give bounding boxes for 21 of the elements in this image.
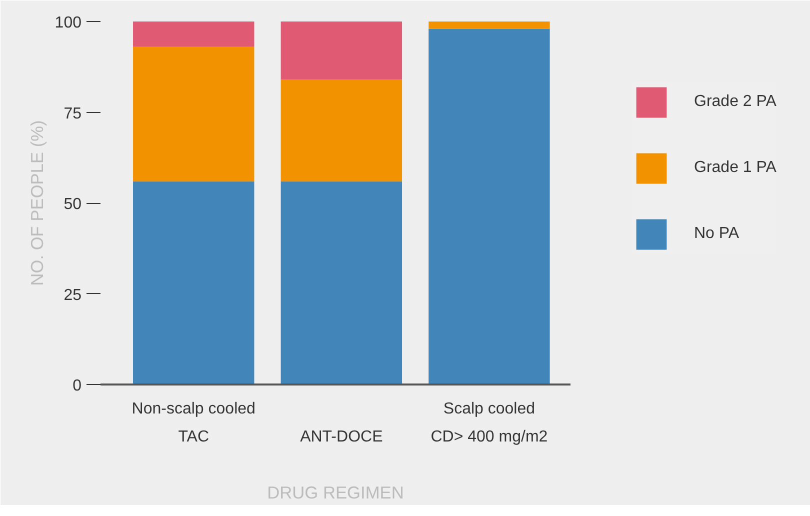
x-tick-label: TAC (178, 428, 210, 446)
text: Scalp cooled (443, 400, 536, 418)
y-tick-label: 75 (64, 105, 82, 122)
x-tick-label: CD> 400 mg/m2 (430, 428, 548, 446)
x-tick-label: ANT-DOCE (300, 428, 383, 446)
y-tick-label: 100 (54, 14, 82, 32)
bar (133, 181, 254, 384)
bar (280, 22, 402, 80)
bar (133, 46, 254, 182)
text: Non-scalp cooled (132, 400, 256, 418)
bar (280, 181, 402, 384)
y-tick-label: 0 (72, 378, 82, 394)
bar (428, 22, 550, 29)
bar (280, 80, 402, 182)
y-tick-label: 50 (64, 196, 82, 213)
legend-label: Grade 1 PA (694, 159, 776, 177)
bar (133, 22, 254, 47)
bar (428, 28, 550, 384)
y-tick-label: 25 (64, 286, 82, 304)
legend-label: No PA (694, 225, 740, 243)
legend-label: Grade 2 PA (694, 93, 776, 111)
